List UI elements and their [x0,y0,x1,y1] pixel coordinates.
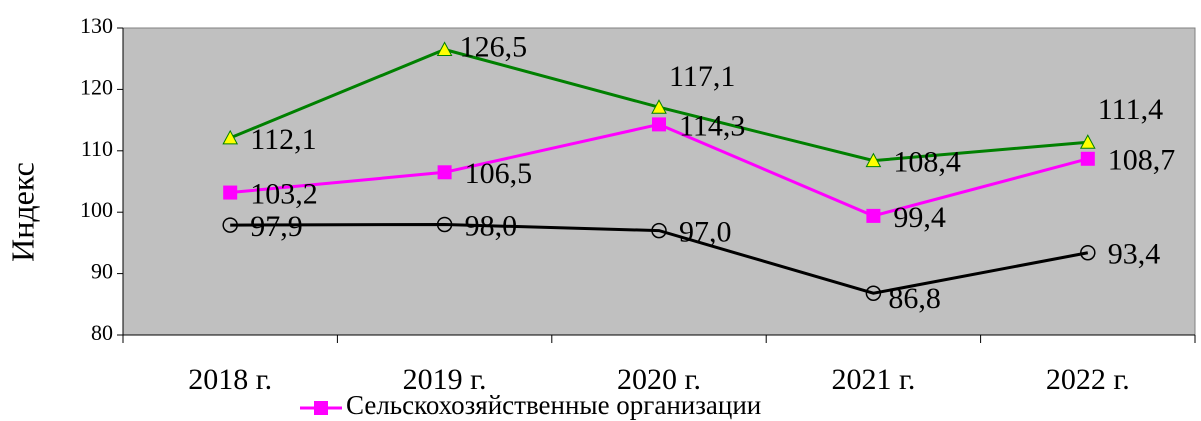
marker [651,99,667,114]
marker [1080,244,1096,261]
value-label: 93,4 [1108,238,1161,271]
marker [436,216,453,233]
value-label: 111,4 [1098,93,1163,126]
value-label: 112,1 [250,123,316,156]
x-tick-label: 2021 г. [831,363,915,396]
marker [223,185,238,200]
legend-label: Сельскохозяйственные организации [346,390,761,420]
value-label: 98,0 [465,209,517,242]
marker [436,41,453,56]
marker [1080,151,1095,166]
x-tick-label: 2019 г. [403,363,487,396]
legend-marker [314,401,328,415]
marker [865,285,882,301]
marker [651,222,667,239]
y-tick-label: 120 [80,74,113,99]
value-label: 97,9 [250,210,303,243]
value-label: 97,0 [679,216,732,249]
value-label: 108,4 [893,146,961,179]
value-label: 99,4 [893,201,946,234]
x-tick-label: 2022 г. [1046,363,1130,396]
marker [866,208,881,223]
series-line [230,222,1089,295]
marker [437,165,452,180]
plot-area [122,27,1196,336]
value-label: 117,1 [669,60,735,93]
x-tick-label: 2018 г. [188,363,272,396]
y-tick-label: 130 [80,13,113,38]
y-axis-label: Индекс [4,162,40,262]
marker [1079,134,1096,149]
value-label: 108,7 [1108,144,1176,177]
value-label: 114,3 [679,109,745,142]
y-tick-label: 80 [91,320,113,345]
y-tick-label: 100 [80,197,113,222]
value-label: 86,8 [888,282,941,315]
value-label: 106,5 [465,157,532,190]
value-label: 126,5 [460,30,527,63]
y-tick-label: 90 [91,259,113,284]
value-label: 103,2 [250,177,318,210]
x-tick-label: 2020 г. [617,363,701,396]
marker [222,217,238,233]
marker [652,117,666,132]
y-tick-label: 110 [81,136,113,161]
marker [865,152,882,168]
marker [222,129,239,145]
